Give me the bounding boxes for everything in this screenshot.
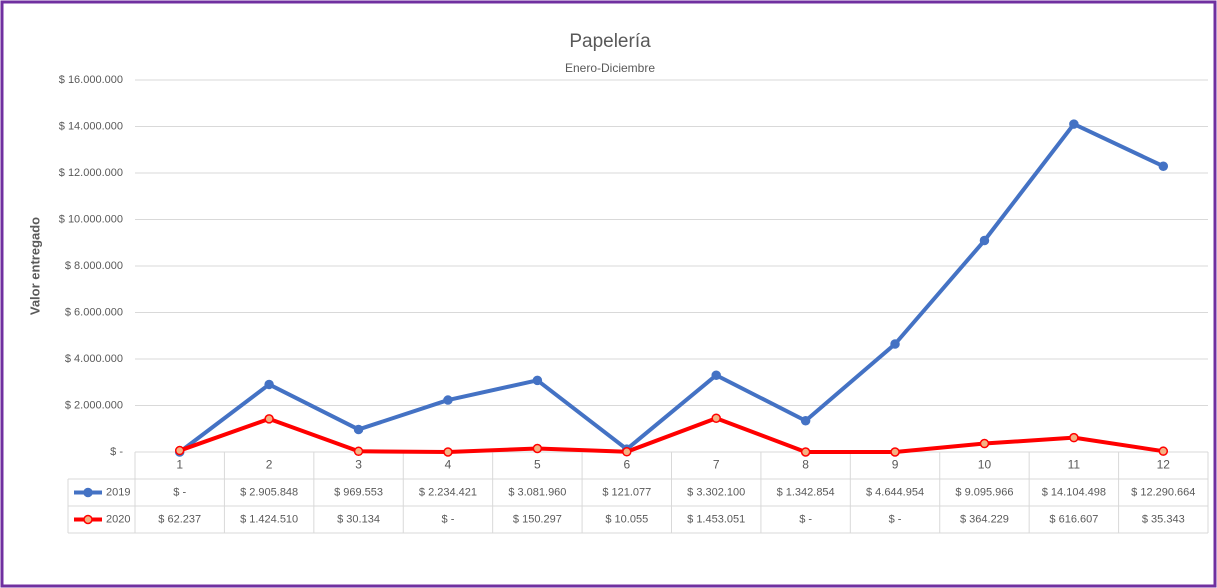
x-tick-label: 7 bbox=[713, 458, 720, 472]
table-value: $ 12.290.664 bbox=[1131, 486, 1195, 498]
data-point bbox=[979, 438, 990, 449]
series-line bbox=[179, 416, 1164, 454]
chart-subtitle: Enero-Diciembre bbox=[565, 61, 655, 75]
x-tick-label: 9 bbox=[892, 458, 899, 472]
y-tick-label: $ 14.000.000 bbox=[59, 120, 123, 132]
y-tick-label: $ - bbox=[110, 446, 123, 458]
data-point bbox=[622, 447, 632, 457]
table-value: $ 2.234.421 bbox=[419, 486, 477, 498]
table-value: $ - bbox=[173, 486, 186, 498]
x-tick-label: 8 bbox=[802, 458, 809, 472]
table-value: $ - bbox=[442, 513, 455, 525]
data-point bbox=[800, 416, 811, 426]
table-value: $ 14.104.498 bbox=[1042, 486, 1106, 498]
table-value: $ 364.229 bbox=[960, 513, 1009, 525]
table-value: $ 3.302.100 bbox=[687, 486, 745, 498]
data-point bbox=[711, 413, 721, 423]
y-tick-label: $ 8.000.000 bbox=[65, 260, 123, 272]
legend-marker bbox=[83, 487, 93, 498]
table-value: $ 2.905.848 bbox=[240, 486, 298, 498]
x-tick-label: 3 bbox=[355, 458, 362, 472]
data-point bbox=[800, 447, 811, 457]
data-point bbox=[264, 379, 274, 390]
y-tick-label: $ 4.000.000 bbox=[65, 353, 123, 365]
table-value: $ 4.644.954 bbox=[866, 486, 924, 498]
table-value: $ 616.607 bbox=[1049, 513, 1098, 525]
table-value: $ 150.297 bbox=[513, 513, 562, 525]
data-point bbox=[979, 235, 990, 246]
data-point bbox=[890, 447, 900, 457]
y-tick-label: $ 16.000.000 bbox=[59, 74, 123, 86]
data-point bbox=[1158, 161, 1169, 171]
x-tick-label: 1 bbox=[176, 458, 183, 472]
y-tick-label: $ 2.000.000 bbox=[65, 399, 123, 411]
table-value: $ 121.077 bbox=[602, 486, 651, 498]
data-point bbox=[532, 375, 543, 386]
table-value: $ 9.095.966 bbox=[955, 486, 1013, 498]
table-value: $ - bbox=[889, 513, 902, 525]
y-axis-label: Valor entregado bbox=[27, 217, 42, 315]
data-point bbox=[711, 370, 721, 380]
data-point bbox=[174, 445, 185, 456]
x-tick-label: 4 bbox=[445, 458, 452, 472]
table-value: $ 1.453.051 bbox=[687, 513, 745, 525]
table-value: $ - bbox=[799, 513, 812, 525]
legend-label: 2020 bbox=[106, 513, 130, 525]
data-point bbox=[443, 447, 453, 457]
table-value: $ 62.237 bbox=[158, 513, 201, 525]
data-point bbox=[443, 395, 453, 405]
data-point bbox=[1069, 432, 1079, 443]
chart-title: Papelería bbox=[569, 31, 651, 52]
table-value: $ 3.081.960 bbox=[508, 486, 566, 498]
table-value: $ 10.055 bbox=[605, 513, 648, 525]
y-tick-label: $ 6.000.000 bbox=[65, 306, 123, 318]
table-value: $ 969.553 bbox=[334, 486, 383, 498]
y-tick-label: $ 12.000.000 bbox=[59, 167, 123, 179]
data-point bbox=[1069, 119, 1079, 129]
table-value: $ 35.343 bbox=[1142, 513, 1185, 525]
table-value: $ 1.424.510 bbox=[240, 513, 298, 525]
table-value: $ 30.134 bbox=[337, 513, 380, 525]
data-point bbox=[1158, 446, 1169, 456]
x-tick-label: 6 bbox=[623, 458, 630, 472]
x-tick-label: 5 bbox=[534, 458, 541, 472]
series-line bbox=[178, 122, 1165, 454]
data-point bbox=[532, 443, 543, 454]
x-tick-label: 10 bbox=[978, 458, 992, 472]
x-tick-label: 2 bbox=[266, 458, 273, 472]
data-point bbox=[353, 446, 364, 457]
legend-label: 2019 bbox=[106, 486, 130, 498]
table-value: $ 1.342.854 bbox=[777, 486, 835, 498]
data-point bbox=[353, 424, 364, 435]
legend-marker bbox=[83, 514, 93, 525]
data-point bbox=[890, 339, 900, 349]
x-tick-label: 12 bbox=[1157, 458, 1171, 472]
x-tick-label: 11 bbox=[1068, 458, 1081, 472]
y-tick-label: $ 10.000.000 bbox=[59, 213, 123, 225]
data-point bbox=[264, 414, 274, 424]
